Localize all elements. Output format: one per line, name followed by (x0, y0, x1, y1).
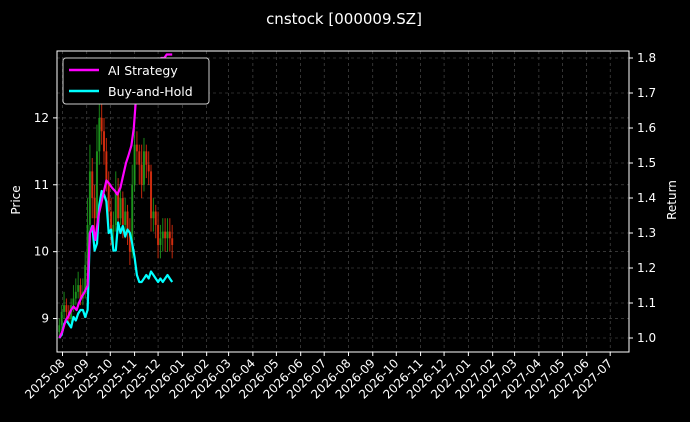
legend-label-ai-strategy: AI Strategy (108, 63, 178, 78)
candle-body (63, 305, 66, 312)
candle-body (74, 291, 77, 299)
y-tick-label-left: 10 (34, 245, 49, 259)
candle-body (103, 131, 106, 152)
candle-body (159, 238, 162, 245)
candle-body (147, 164, 150, 172)
y-tick-label-right: 1.6 (637, 121, 656, 135)
candle-body (60, 311, 63, 326)
candle-body (77, 285, 80, 292)
chart-title: cnstock [000009.SZ] (266, 10, 422, 28)
candle-body (133, 144, 136, 185)
series-line-buy-and-hold (58, 189, 174, 339)
candle-body (126, 211, 129, 232)
candle-body (100, 117, 103, 132)
candle-body (135, 144, 138, 152)
y-tick-label-left: 9 (41, 312, 49, 326)
candle-body (105, 151, 108, 185)
candle-body (86, 224, 89, 266)
candle-body (117, 191, 120, 219)
candle-body (98, 117, 101, 152)
candle-body (157, 224, 160, 245)
candle-body (145, 151, 148, 165)
legend-label-buy-and-hold: Buy-and-Hold (108, 84, 193, 99)
candle-body (150, 171, 153, 219)
candle-body (142, 151, 145, 185)
y-tick-label-left: 11 (34, 178, 49, 192)
legend-box (62, 57, 210, 105)
candle-body (93, 198, 96, 219)
candle-body (164, 231, 167, 239)
candle-body (79, 285, 82, 299)
candle-body (171, 238, 174, 245)
candle-body (91, 171, 94, 199)
y-tick-label-right: 1.5 (637, 156, 656, 170)
candle-body (114, 191, 117, 225)
candle-body (112, 224, 115, 232)
candle-body (107, 184, 110, 212)
candle-body (110, 211, 113, 232)
candle-body (119, 198, 122, 219)
y-tick-label-right: 1.0 (637, 331, 656, 345)
candle-body (152, 211, 155, 219)
grid (57, 51, 629, 352)
candle-body (140, 164, 143, 185)
y-tick-label-right: 1.2 (637, 261, 656, 275)
candle-body (95, 151, 98, 219)
candle-body (84, 265, 87, 292)
candle-body (168, 231, 171, 239)
y-tick-label-right: 1.3 (637, 226, 656, 240)
candle-body (161, 231, 164, 239)
y-axis-label-right: Return (665, 180, 679, 220)
candlesticks (58, 91, 174, 339)
candle-body (88, 171, 91, 225)
candle-body (58, 325, 61, 332)
legend: AI Strategy Buy-and-Hold (62, 57, 210, 105)
y-axis-label-left: Price (9, 185, 23, 214)
candle-body (128, 231, 131, 252)
candle-body (131, 184, 134, 252)
y-tick-label-right: 1.7 (637, 86, 656, 100)
candle-body (72, 298, 75, 306)
candle-body (138, 151, 141, 165)
candle-body (154, 211, 157, 225)
candle-body (121, 198, 124, 225)
y-tick-label-right: 1.4 (637, 191, 656, 205)
y-tick-label-right: 1.8 (637, 51, 656, 65)
candle-body (166, 231, 169, 239)
candle-body (65, 305, 68, 312)
candle-body (124, 211, 127, 225)
plot-frame (56, 50, 630, 353)
y-tick-label-right: 1.1 (637, 296, 656, 310)
y-tick-label-left: 12 (34, 111, 49, 125)
